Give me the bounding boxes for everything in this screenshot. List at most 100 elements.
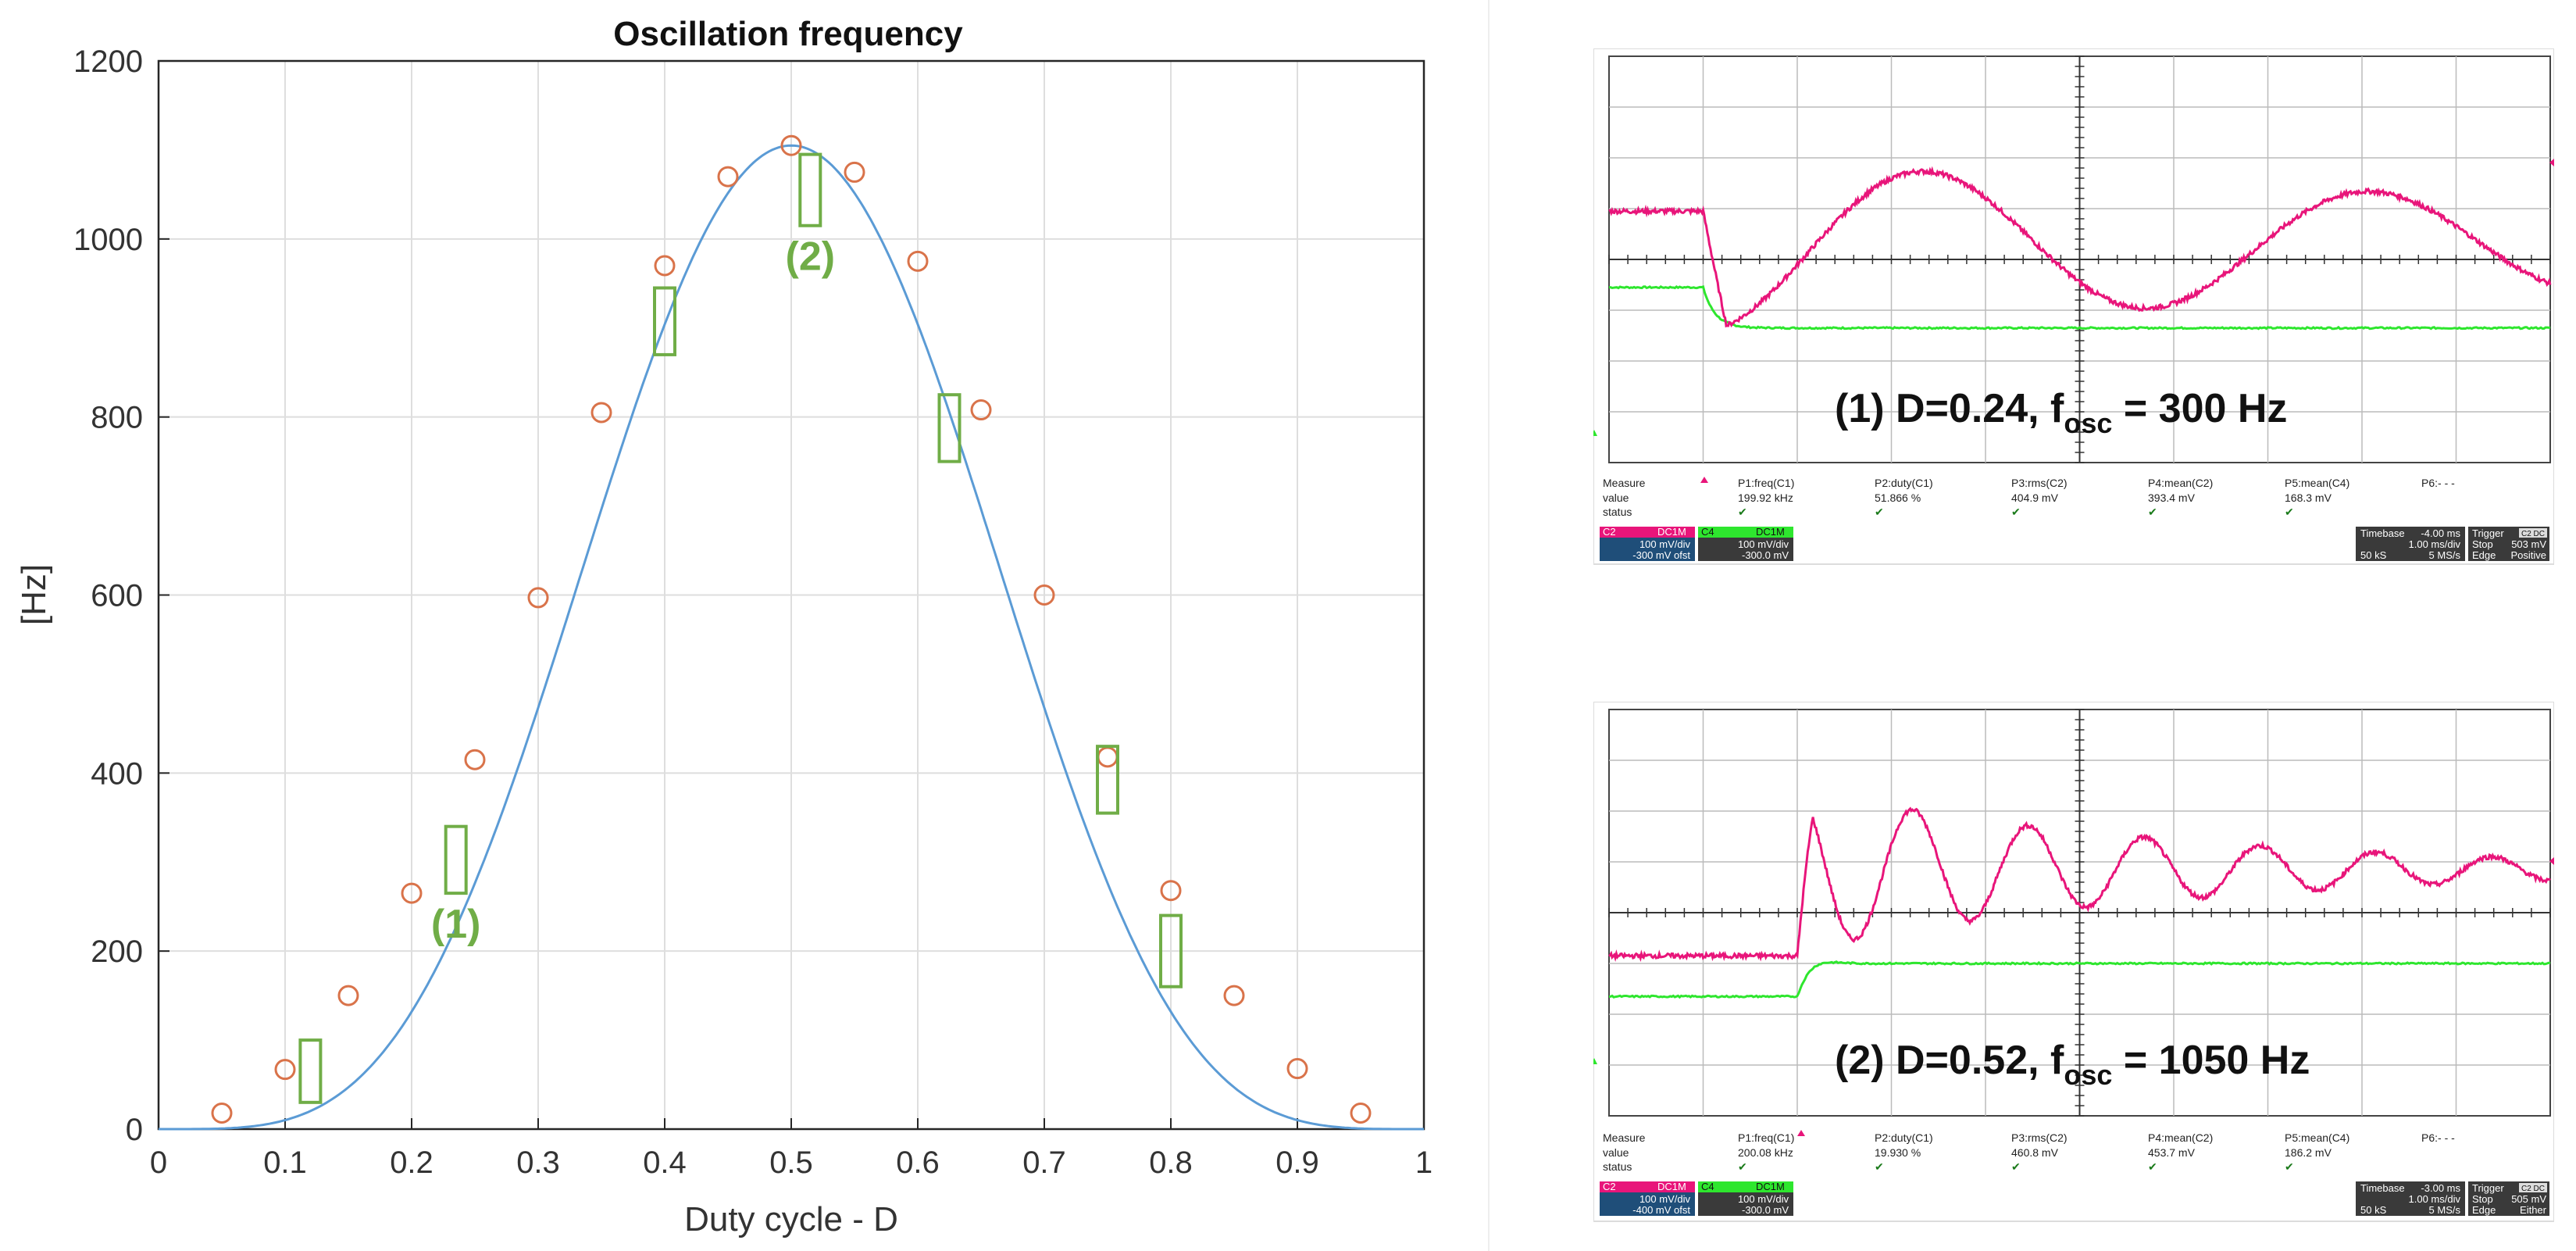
measure-value: 453.7 mV	[2148, 1146, 2196, 1159]
value-label: value	[1603, 1146, 1629, 1159]
data-point	[1223, 985, 1245, 1006]
data-point	[401, 882, 423, 904]
measure-value: 460.8 mV	[2011, 1146, 2059, 1159]
measure-header: P4:mean(C2)	[2148, 477, 2213, 489]
y-tick-label: 200	[91, 935, 143, 969]
y-axis-ticks: 0 200 400 600 800 1000 1200	[73, 45, 169, 1147]
measure-value: 51.866 %	[1875, 491, 1921, 504]
trigger-label: Trigger	[2472, 527, 2504, 539]
channel-box-c4[interactable]: C4 DC1M 100 mV/div -300.0 mV	[1698, 1181, 1793, 1216]
timebase-rate: 5 MS/s	[2429, 1204, 2461, 1216]
x-tick-label: 0.7	[1022, 1146, 1066, 1180]
channel-name: C4	[1701, 1181, 1714, 1192]
timebase-samples: 50 kS	[2360, 1204, 2387, 1216]
measure-value: 199.92 kHz	[1738, 491, 1793, 504]
channel-box-c4[interactable]: C4 DC1M 100 mV/div -300.0 mV	[1698, 526, 1793, 561]
measure-value: 186.2 mV	[2285, 1146, 2332, 1159]
annotation-label: (1)	[431, 902, 481, 947]
data-point	[780, 134, 802, 156]
chart-title: Oscillation frequency	[613, 15, 963, 53]
data-point	[527, 587, 549, 609]
channel-box-c2[interactable]: C2 DC1M 100 mV/div -400 mV ofst	[1600, 1181, 1695, 1216]
data-point	[337, 985, 359, 1006]
data-point	[907, 250, 929, 272]
measure-status: ✔	[1738, 506, 1747, 518]
trigger-box[interactable]: Trigger C2 DC Stop 505 mV Edge Either	[2468, 1181, 2549, 1216]
trigger-badge: C2 DC	[2521, 1185, 2545, 1193]
status-label: status	[1603, 506, 1632, 518]
trigger-slope: Either	[2520, 1204, 2547, 1216]
timebase-label: Timebase	[2360, 527, 2405, 539]
measure-status: ✔	[2011, 1160, 2021, 1173]
timebase-box[interactable]: Timebase -4.00 ms 1.00 ms/div 50 kS 5 MS…	[2356, 527, 2465, 561]
annotation-box	[444, 824, 468, 895]
channel-tags: DC1M	[1756, 526, 1785, 538]
oscillation-frequency-chart: 0 0.1 0.2 0.3 0.4 0.5 0.6 0.7 0.8 0.9 1 0 200 400 600…	[15, 15, 1432, 1238]
y-tick-label: 1200	[73, 45, 143, 79]
measure-value: 168.3 mV	[2285, 491, 2332, 504]
measure-status: ✔	[2011, 506, 2021, 518]
measure-header: P3:rms(C2)	[2011, 477, 2068, 489]
annotation-box	[1159, 913, 1183, 988]
x-tick-label: 0.8	[1149, 1146, 1193, 1180]
channel-offset: -300.0 mV	[1742, 1204, 1789, 1216]
timebase-value: -4.00 ms	[2421, 527, 2460, 539]
channel-name: C2	[1603, 1181, 1616, 1192]
channel-4-trace	[1608, 285, 2551, 331]
data-point	[1286, 1058, 1308, 1080]
measure-status: ✔	[2285, 506, 2294, 518]
timebase-value: -3.00 ms	[2421, 1182, 2460, 1194]
annotation-box	[1096, 745, 1119, 815]
channel-4-trace	[1609, 960, 2551, 999]
ch4-marker-icon	[1593, 430, 1597, 436]
y-tick-label: 800	[91, 401, 143, 435]
channel-offset: -300.0 mV	[1742, 549, 1789, 561]
measure-value: 19.930 %	[1875, 1146, 1921, 1159]
measure-header: P1:freq(C1)	[1738, 1131, 1794, 1144]
trigger-type: Edge	[2472, 549, 2496, 561]
x-tick-label: 0.3	[516, 1146, 560, 1180]
measure-header: P4:mean(C2)	[2148, 1131, 2213, 1144]
x-tick-label: 0.2	[390, 1146, 433, 1180]
data-point	[654, 255, 676, 277]
data-point	[464, 749, 486, 770]
data-point	[1033, 584, 1055, 606]
channel-box-c2[interactable]: C2 DC1M 100 mV/div -300 mV ofst	[1600, 526, 1695, 561]
channel-tags: DC1M	[1756, 1181, 1785, 1192]
measure-status: ✔	[1875, 506, 1884, 518]
scope-caption: (1) D=0.24, fosc = 300 Hz	[1835, 386, 2287, 439]
ch4-marker-icon	[1593, 1058, 1597, 1064]
measure-header: P5:mean(C4)	[2285, 477, 2349, 489]
timebase-box[interactable]: Timebase -3.00 ms 1.00 ms/div 50 kS 5 MS…	[2356, 1181, 2465, 1216]
scope-grid	[1608, 55, 2551, 463]
trigger-level-marker-icon	[2549, 857, 2554, 865]
trigger-position-marker-icon	[1700, 477, 1708, 483]
timebase-rate: 5 MS/s	[2429, 549, 2461, 561]
channel-2-trace	[1608, 166, 2552, 328]
x-axis-ticks: 0 0.1 0.2 0.3 0.4 0.5 0.6 0.7 0.8 0.9 1	[150, 1118, 1432, 1180]
measure-value: 404.9 mV	[2011, 491, 2059, 504]
data-point	[211, 1102, 233, 1124]
measure-header: P2:duty(C1)	[1875, 1131, 1933, 1144]
timebase-div: 1.00 ms/div	[2409, 1193, 2461, 1205]
x-tick-label: 1	[1415, 1146, 1432, 1180]
x-tick-label: 0.4	[643, 1146, 687, 1180]
annotation-box	[653, 286, 676, 356]
oscilloscope-capture-2: (2) D=0.52, fosc = 1050 Hz Measure value…	[1593, 702, 2554, 1222]
data-point	[844, 161, 865, 183]
trigger-box[interactable]: Trigger C2 DC Stop 503 mV Edge Positive	[2468, 527, 2549, 561]
channel-2-trace	[1608, 806, 2552, 962]
measure-table: Measure value status P1:freq(C1) 199.92 …	[1603, 477, 2455, 518]
timebase-div: 1.00 ms/div	[2409, 538, 2461, 550]
fit-curve-layer	[159, 144, 1424, 1131]
measure-header: P6:- - -	[2421, 477, 2455, 489]
x-tick-label: 0	[150, 1146, 167, 1180]
channel-name: C4	[1701, 526, 1714, 538]
panel-divider	[1488, 0, 1490, 1251]
channel-offset: -400 mV ofst	[1632, 1204, 1690, 1216]
data-point	[590, 402, 612, 424]
scope-grid	[1608, 709, 2551, 1117]
annotation-label: (2)	[786, 234, 836, 280]
measure-status: ✔	[2285, 1160, 2294, 1173]
value-label: value	[1603, 491, 1629, 504]
